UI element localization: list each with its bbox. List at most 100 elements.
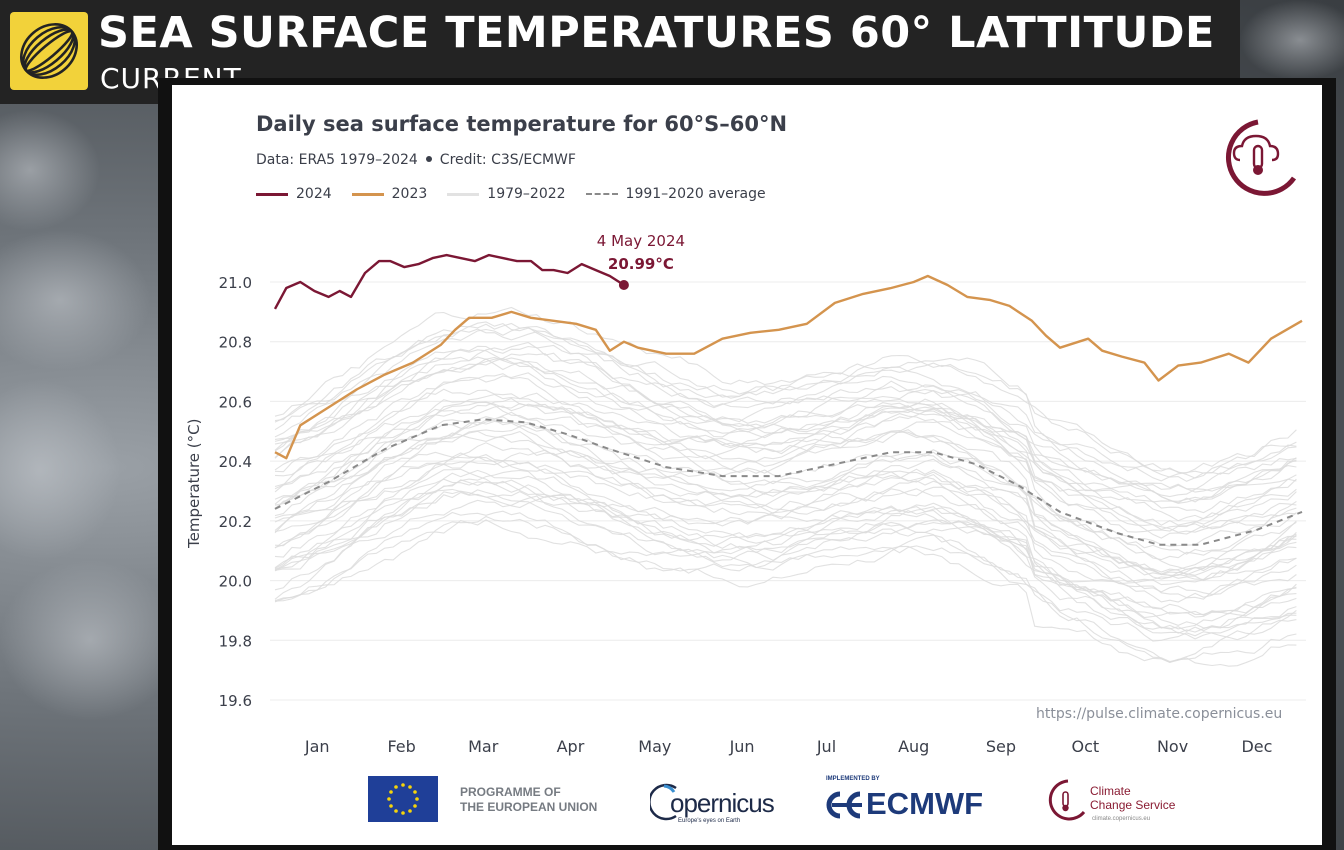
legend-item-historical: 1979–2022 [447, 186, 566, 202]
historical-series-line [274, 490, 1297, 615]
historical-series-line [274, 442, 1297, 586]
historical-series-line [274, 397, 1297, 575]
historical-series-line [274, 488, 1297, 633]
c3s-logo: Climate Change Service climate.copernicu… [1044, 776, 1194, 826]
legend-swatch-average [585, 193, 618, 195]
historical-series-line [274, 411, 1297, 547]
globe-logo-icon [10, 12, 88, 90]
y-tick-label: 20.6 [219, 393, 252, 411]
c3s-small-icon [1048, 779, 1086, 821]
legend-item-2024: 2024 [256, 186, 332, 202]
chart-card [172, 85, 1322, 845]
c3s-url: climate.copernicus.eu [1092, 816, 1151, 822]
copernicus-logo: opernicus Europe's eyes on Earth [650, 778, 790, 826]
c3s-line-2: Change Service [1090, 798, 1176, 812]
legend-swatch-historical [447, 192, 480, 196]
y-tick-labels: 19.6 19.8 20.0 20.2 20.4 20.6 20.8 21.0 [219, 274, 252, 710]
series-line-2024 [273, 253, 625, 310]
x-tick-label: Aug [898, 737, 929, 756]
legend-label-average: 1991–2020 average [625, 186, 766, 202]
historical-series-line [274, 469, 1297, 629]
historical-series-line [274, 372, 1297, 571]
banner-title: SEA SURFACE TEMPERATURES 60° LATTITUDE [98, 8, 1215, 58]
ecmwf-wordmark: ECMWF [866, 786, 984, 821]
credit-label: Credit: C3S/ECMWF [439, 152, 576, 168]
historical-series-line [274, 460, 1297, 595]
historical-series-line [274, 328, 1297, 479]
historical-series-line [274, 392, 1297, 526]
historical-series-line [274, 430, 1297, 580]
historical-series-line [274, 306, 1297, 474]
chart-subtitle: Data: ERA5 1979–2024 Credit: C3S/ECMWF [256, 152, 576, 168]
historical-series-group [274, 306, 1297, 667]
legend-swatch-2023 [351, 192, 384, 196]
y-tick-label: 21.0 [219, 274, 252, 292]
implemented-by-label: IMPLEMENTED BY [826, 776, 880, 782]
historical-series-line [274, 469, 1297, 619]
historical-series-line [274, 449, 1297, 585]
historical-series-line [274, 345, 1297, 514]
y-tick-label: 19.8 [219, 632, 252, 650]
series-group [273, 253, 1303, 546]
historical-series-line [274, 321, 1297, 504]
x-tick-label: Sep [986, 737, 1016, 756]
c3s-line-1: Climate [1090, 784, 1131, 798]
copernicus-wordmark: opernicus [670, 788, 775, 818]
x-tick-label: Oct [1072, 737, 1100, 756]
ecmwf-emblem-icon [826, 791, 862, 819]
x-tick-label: Nov [1157, 737, 1188, 756]
historical-series-line [274, 349, 1297, 493]
data-source-label: Data: ERA5 1979–2024 [256, 152, 418, 168]
historical-series-line [274, 510, 1297, 663]
bullet-separator-icon [425, 156, 432, 162]
historical-series-line [274, 420, 1297, 576]
annotation-marker [618, 279, 629, 290]
y-tick-label: 20.8 [219, 334, 252, 352]
historical-series-line [274, 456, 1297, 603]
chart-title: Daily sea surface temperature for 60°S–6… [256, 112, 788, 136]
legend-label-2023: 2023 [391, 186, 428, 202]
historical-series-line [274, 430, 1297, 580]
historical-series-line [274, 499, 1297, 667]
historical-series-line [274, 515, 1297, 642]
footer-logos: PROGRAMME OF THE EUROPEAN UNION opernicu… [368, 772, 1198, 828]
y-tick-label: 20.2 [219, 513, 252, 531]
historical-series-line [274, 399, 1297, 539]
annotation-value: 20.99°C [608, 255, 674, 273]
x-tick-labels: Jan Feb Mar Apr May Jun Jul Aug Sep Oct Nov Dec [304, 737, 1273, 756]
c3s-thermometer-icon [1225, 119, 1297, 196]
copernicus-tagline: Europe's eyes on Earth [678, 818, 741, 824]
eu-flag-icon [368, 776, 438, 822]
y-tick-label: 19.6 [219, 692, 252, 710]
annotation-group: 4 May 2024 20.99°C [597, 232, 685, 290]
eu-programme-text: PROGRAMME OF THE EUROPEAN UNION [460, 785, 597, 815]
historical-series-line [274, 403, 1297, 533]
chart-legend: 2024 2023 1979–2022 1991–2020 average [256, 186, 786, 202]
legend-item-2023: 2023 [351, 186, 428, 202]
y-tick-label: 20.4 [219, 453, 252, 471]
historical-series-line [274, 519, 1297, 663]
legend-label-historical: 1979–2022 [487, 186, 566, 202]
x-tick-label: Apr [557, 737, 585, 756]
y-tick-label: 20.0 [219, 573, 252, 591]
historical-series-line [274, 358, 1297, 492]
annotation-date: 4 May 2024 [597, 232, 685, 250]
ecmwf-logo: IMPLEMENTED BY ECMWF [824, 774, 1020, 824]
legend-swatch-2024 [256, 192, 288, 196]
legend-label-2024: 2024 [296, 186, 332, 202]
x-tick-label: Jun [729, 737, 755, 756]
copernicus-c-icon [650, 783, 677, 821]
x-tick-label: Jan [304, 737, 330, 756]
historical-series-line [274, 479, 1297, 618]
x-tick-label: Mar [468, 737, 499, 756]
source-url[interactable]: https://pulse.climate.copernicus.eu [1036, 706, 1283, 722]
historical-series-line [274, 401, 1297, 561]
historical-series-line [274, 322, 1297, 504]
historical-series-line [274, 416, 1297, 576]
historical-series-line [274, 478, 1297, 630]
x-tick-label: Dec [1241, 737, 1272, 756]
c3s-text: Climate Change Service [1090, 784, 1175, 812]
x-tick-label: May [638, 737, 671, 756]
